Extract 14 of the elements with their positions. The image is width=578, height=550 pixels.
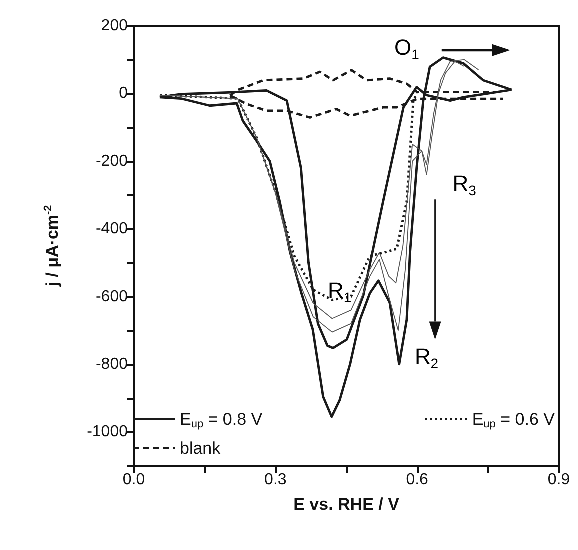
y-tick-label: -400 [96,220,128,238]
x-axis-title: E vs. RHE / V [294,495,400,514]
x-tick-label: 0.6 [406,472,429,488]
y-tick-label: 200 [101,18,128,34]
x-tick-label: 0.3 [264,472,287,488]
y-tick-label: -200 [96,152,128,170]
x-tick-label: 0.0 [122,472,146,488]
y-tick-label: 0 [119,85,128,102]
y-tick-label: -1000 [87,424,128,441]
legend-label: blank [180,439,222,458]
y-tick-label: -800 [96,356,128,373]
x-tick-label: 0.9 [548,472,570,488]
y-tick-label: -600 [96,288,128,306]
y-axis-title: j / μA·cm-2 [42,205,62,288]
